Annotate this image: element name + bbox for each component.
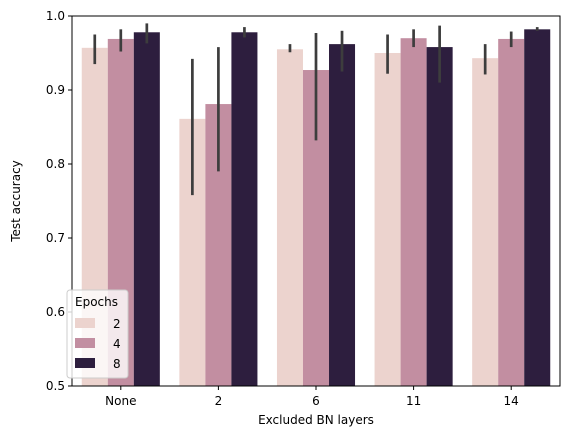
x-tick-label: 2	[215, 394, 223, 408]
y-axis: 0.5 0.6 0.7 0.8 0.9 1.0	[46, 9, 72, 393]
legend: Epochs 2 4 8	[66, 289, 129, 379]
bar-11-epochs-4	[400, 38, 427, 386]
legend-label-4: 4	[113, 337, 121, 351]
x-axis: None 2 6 11 14	[105, 386, 519, 408]
y-tick-label: 0.7	[46, 231, 65, 245]
y-tick-label: 1.0	[46, 9, 65, 23]
legend-swatch-4	[75, 338, 95, 348]
x-tick-label: 6	[312, 394, 320, 408]
bar-6-epochs-8	[329, 44, 356, 387]
y-tick-label: 0.8	[46, 157, 65, 171]
legend-label-8: 8	[113, 357, 121, 371]
legend-swatch-2	[75, 318, 95, 328]
y-tick-label: 0.9	[46, 83, 65, 97]
legend-swatch-8	[75, 358, 95, 368]
y-axis-title: Test accuracy	[9, 160, 23, 243]
y-tick-label: 0.6	[46, 305, 65, 319]
bar-11-epochs-8	[426, 47, 453, 386]
bar-14-epochs-4	[498, 38, 525, 386]
x-axis-title: Excluded BN layers	[258, 413, 374, 427]
bar-14-epochs-2	[472, 58, 499, 387]
bar-11-epochs-2	[374, 53, 401, 386]
x-tick-label: 14	[504, 394, 519, 408]
bar-none-epochs-8	[133, 32, 160, 386]
legend-box	[66, 289, 129, 379]
x-tick-label: 11	[406, 394, 421, 408]
error-bars-layer	[93, 23, 539, 196]
legend-title: Epochs	[75, 295, 118, 309]
bar-6-epochs-2	[276, 49, 303, 387]
y-tick-label: 0.5	[46, 379, 65, 393]
bars-layer	[81, 29, 551, 387]
legend-label-2: 2	[113, 317, 121, 331]
x-tick-label: None	[105, 394, 136, 408]
bar-14-epochs-8	[524, 29, 551, 386]
bar-2-epochs-8	[231, 32, 258, 386]
